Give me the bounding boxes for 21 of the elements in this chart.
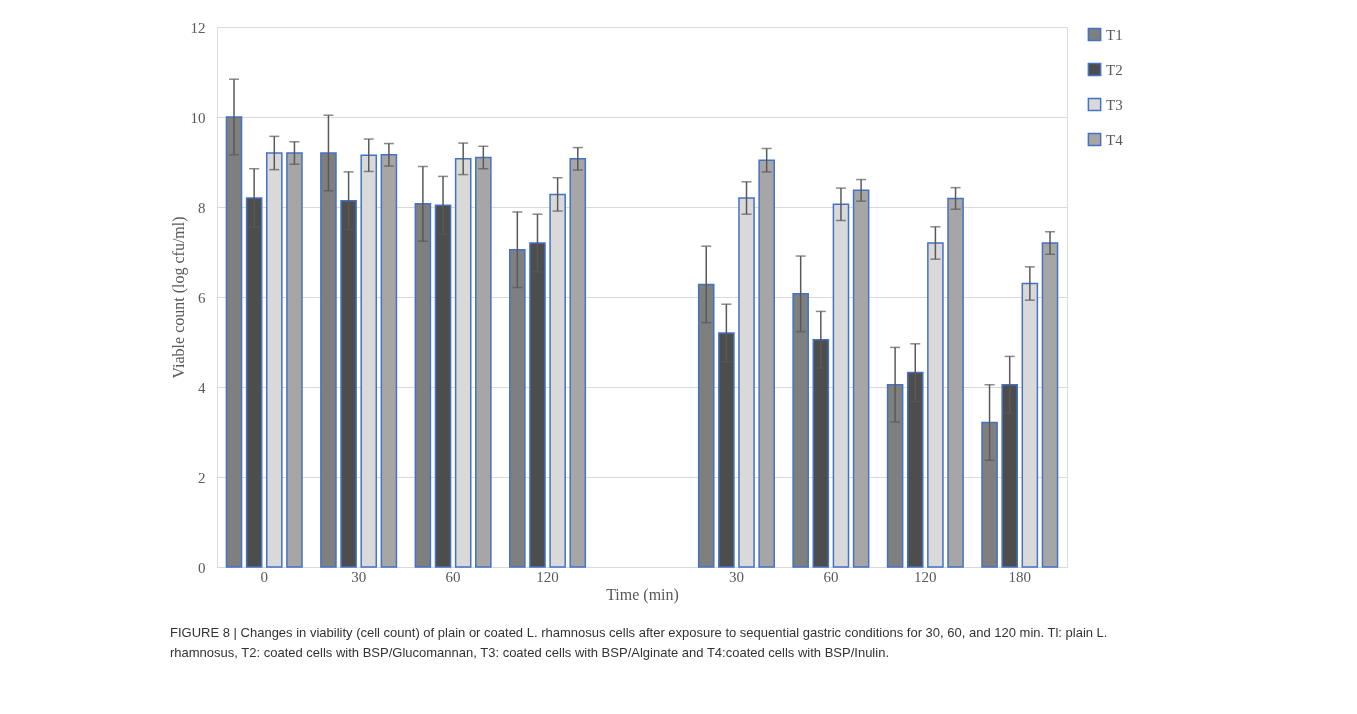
y-tick-label: 4 — [198, 379, 206, 396]
y-tick-label: 10 — [190, 109, 206, 126]
x-tick-label: 120 — [914, 568, 937, 585]
x-tick-label: 60 — [823, 568, 839, 585]
legend-label: T4 — [1106, 131, 1124, 148]
x-tick-label: 30 — [728, 568, 744, 585]
legend-label: T1 — [1106, 26, 1123, 43]
x-tick-label: 180 — [1008, 568, 1032, 585]
y-tick-label: 6 — [198, 289, 206, 306]
x-tick-label: 120 — [536, 568, 559, 585]
y-tick-label: 8 — [198, 199, 206, 216]
x-tick-label: 60 — [445, 568, 461, 585]
legend-label: T2 — [1106, 61, 1123, 78]
y-tick-label: 2 — [198, 469, 206, 486]
legend-label: T3 — [1106, 96, 1123, 113]
x-axis-title: Time (min) — [606, 585, 679, 604]
x-tick-label: 0 — [260, 568, 268, 585]
y-axis-title: Viable count (log cfu/ml) — [169, 216, 188, 379]
caption: FIGURE 8 | Changes in viability (cell count) of plain or coated L. rhamnosus cells after exposure to sequential gastric conditions for 30, 60, and 120 min. Tl: plain L. rhamnosus, T2: coated cells with BSP/Glucomannan, T3: coated cells with BSP/Alginate and T4:coated cells with BSP/Inulin. — [170, 625, 1108, 660]
x-tick-label: 30 — [351, 568, 367, 585]
y-tick-label: 12 — [190, 19, 206, 36]
